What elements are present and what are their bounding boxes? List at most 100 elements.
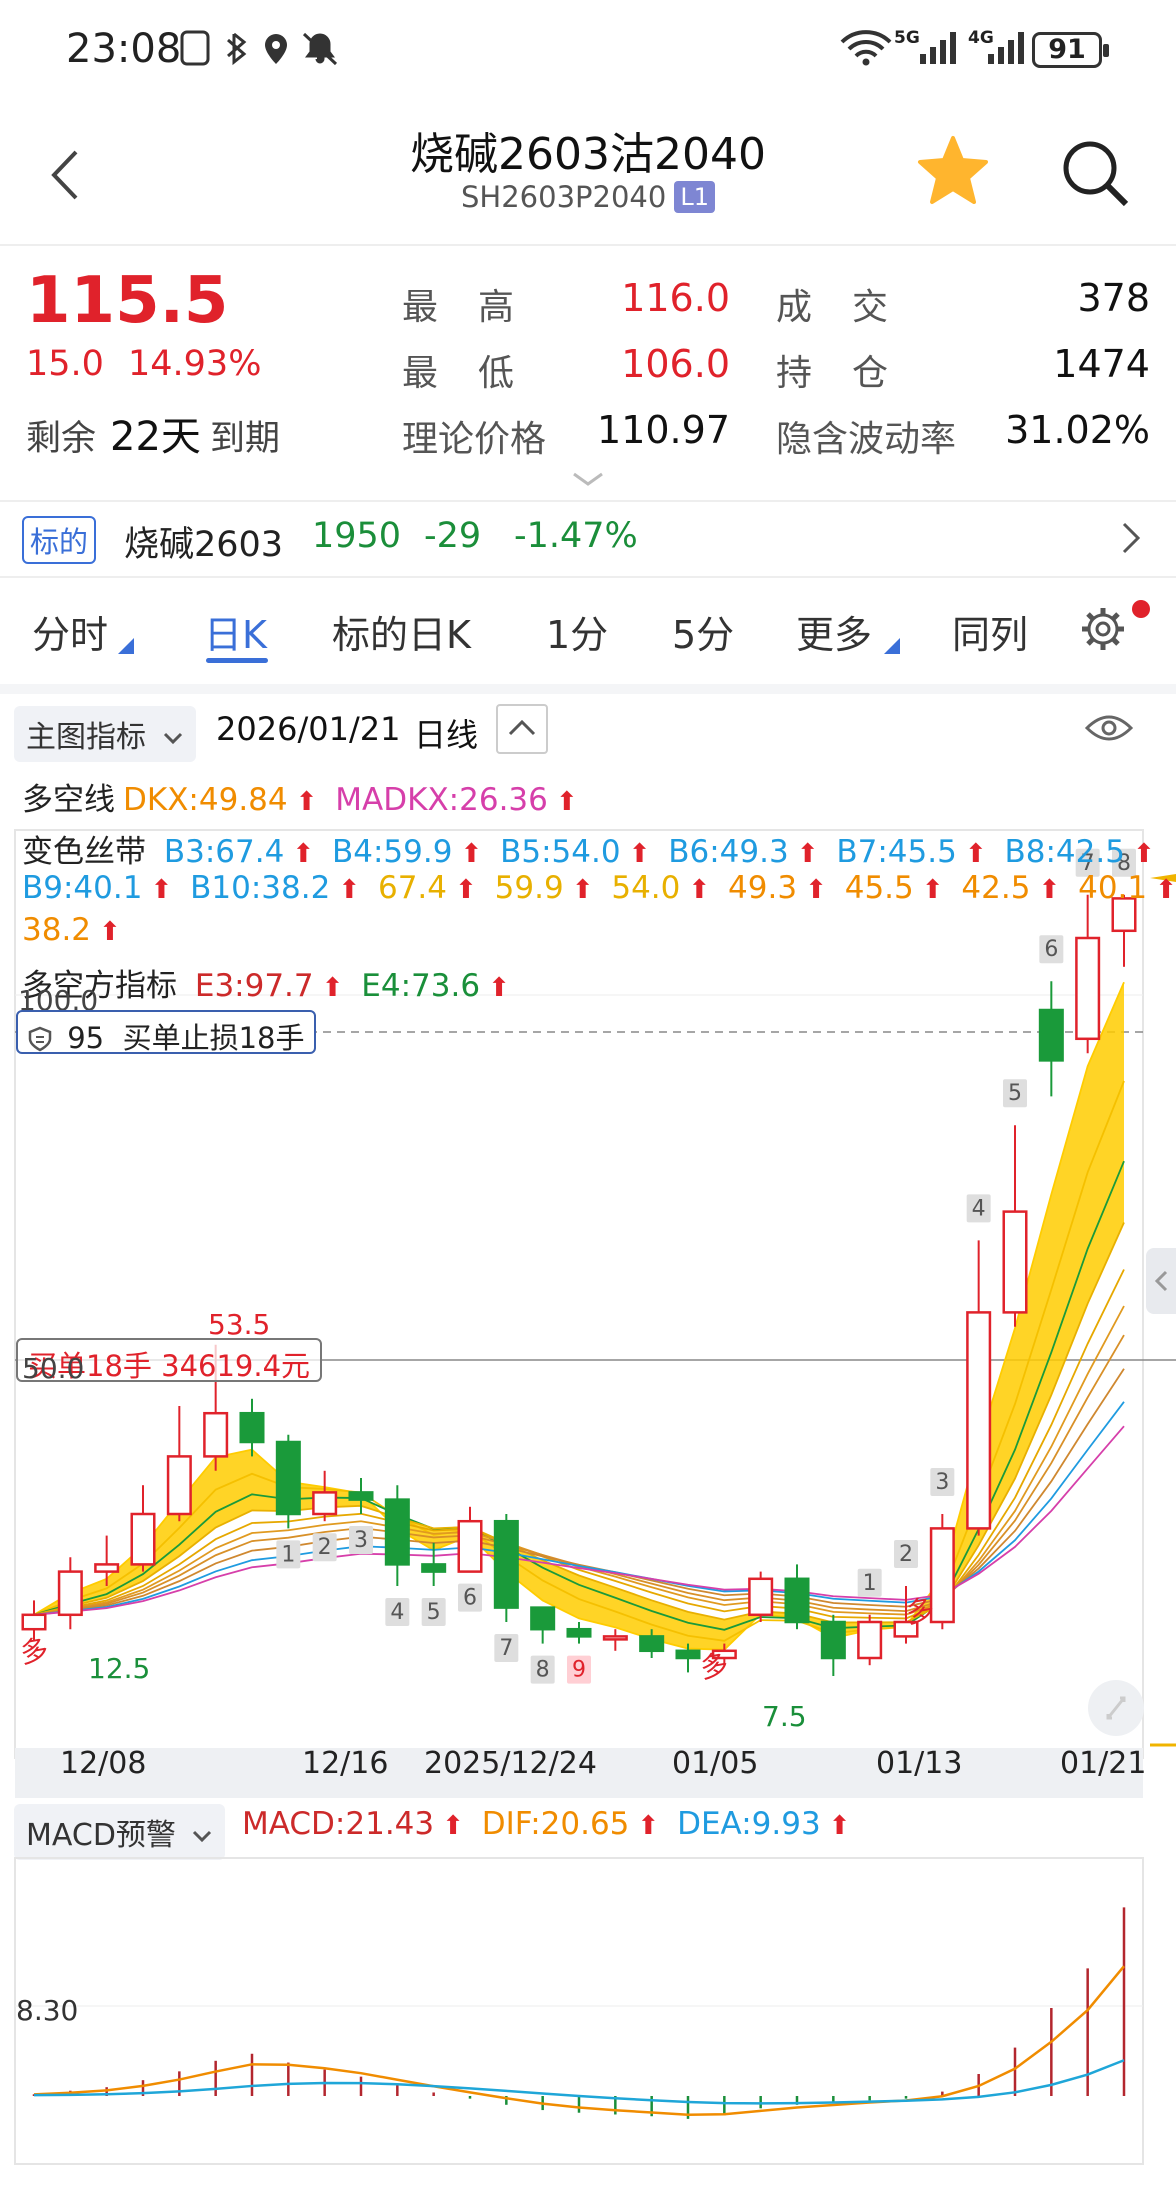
status-bar: 23:08 5G 4G 91 [0,0,1176,100]
collapse-chart-button[interactable] [496,704,548,754]
iv-label: 隐含波动率 [776,419,957,460]
count-badge: 7 [1075,848,1100,877]
low-value: 106.0 [621,342,730,386]
status-icons [180,30,338,66]
theo-price-label: 理论价格 [402,419,547,460]
price-change: 15.0 [26,344,104,384]
volume-value: 378 [1077,276,1150,320]
remaining-label: 剩余 [26,419,97,459]
page-title: 烧碱2603沽2040 [410,129,766,180]
high-marker-label: 53.5 [208,1308,271,1341]
tab-timeshare[interactable]: 分时 [32,613,109,657]
mute-bell-icon [302,32,338,66]
candle [421,1542,447,1586]
count-badge-text: 7 [499,1636,513,1661]
tab-daily-k[interactable]: 日K [204,613,267,657]
up-arrow-icon: ⬆ [150,875,173,905]
count-badge-bg [530,1655,555,1684]
candle [530,1606,556,1644]
tab-same-series[interactable]: 同列 [952,613,1029,657]
candle [711,1643,737,1666]
back-arrow-icon[interactable] [40,140,90,210]
tab-underlying-daily-k[interactable]: 标的日K [332,613,471,657]
up-arrow-icon: ⬆ [964,839,987,869]
count-badge-text: 2 [899,1542,913,1567]
up-arrow-icon: ⬆ [805,875,827,905]
tab-5min[interactable]: 5分 [672,613,735,657]
up-arrow-icon: ⬆ [1132,839,1155,869]
macd-bars-layer [32,1907,1126,2119]
count-badge-bg [458,1583,482,1612]
count-badge-bg [930,1468,955,1496]
side-drawer-handle[interactable] [1146,1248,1176,1314]
ribbon-indicator-line1: 变色丝带 B3:67.4 ⬆ B4:59.9 ⬆ B5:54.0 ⬆ B6:49.3 ⬆… [22,826,1163,871]
count-badge: 9 [567,1655,591,1684]
up-arrow-icon: ⬆ [921,875,944,905]
price-level-50: 50.0 [22,1352,85,1385]
count-badge: 1 [276,1540,301,1569]
candle [893,1586,919,1644]
underlying-change-pct: -1.47% [514,516,638,556]
expand-chevron-icon[interactable] [570,470,606,488]
count-badge-text: 4 [390,1600,404,1625]
tab-more[interactable]: 更多 [796,613,873,657]
chart-date: 2026/01/21 [216,710,401,748]
b8-value: B8:42.5 [1004,834,1125,870]
candle [602,1629,628,1651]
macd-value: MACD:21.43 [242,1806,435,1842]
candle-body [203,1411,229,1458]
stoploss-tag[interactable]: 95 买单止损18手 [16,1010,317,1055]
up-arrow-icon: ⬆ [796,839,819,869]
period-tabs: 分时 日K 标的日K 1分 5分 更多 同列 [0,590,1176,676]
stoploss-text: 买单止损18手 [122,1021,305,1055]
x-axis-label: 01/13 [876,1746,963,1781]
theo-price-value: 110.97 [597,408,730,452]
order-text: 买单18手 34619.4元 [28,1349,311,1383]
b3-value: B3:67.4 [163,834,285,870]
underlying-name: 烧碱2603 [124,525,284,565]
divider [0,576,1176,578]
current-price-pointer [1150,874,1176,882]
battery-icon: 91 [1032,32,1109,68]
favorite-star-icon[interactable] [916,134,990,208]
settings-gear-icon[interactable] [1078,604,1128,654]
count-badge-text: 3 [935,1470,949,1495]
candle [57,1557,83,1630]
eye-icon[interactable] [1084,710,1134,746]
x-axis-bar [15,1748,1143,1798]
candle [493,1514,519,1622]
candle [94,1535,120,1586]
order-tag[interactable]: 买单18手 34619.4元 [16,1338,323,1383]
macd-border [14,1857,1144,2165]
battery-level: 91 [1048,34,1086,65]
count-badge-text: 7 [1081,851,1095,876]
count-badge-bg [1112,848,1136,877]
macd-indicator-dropdown[interactable]: MACD预警 [14,1804,226,1860]
count-badge-bg [857,1568,882,1597]
search-icon[interactable] [1060,138,1130,208]
count-badge-bg [966,1194,991,1223]
macd-chart[interactable] [0,1856,1176,2168]
candle [566,1622,592,1644]
low-marker-label: 7.5 [762,1700,807,1733]
count-badge-text: 3 [354,1528,368,1553]
chevron-left-icon [1154,1270,1168,1292]
fullscreen-button[interactable] [1088,1680,1144,1736]
tab-dropdown-icon [118,638,134,654]
count-badge-text: 2 [318,1535,332,1560]
madkx-value: MADKX:26.36 [335,782,548,818]
candle-body [239,1411,265,1444]
underlying-row[interactable]: 标的 烧碱2603 1950 -29 -1.47% [0,500,1176,576]
count-badge-bg [894,1540,918,1568]
candle-body [21,1613,47,1631]
candle-body [384,1498,410,1566]
up-arrow-icon: ⬆ [637,1811,660,1841]
tab-1min[interactable]: 1分 [546,613,609,657]
main-indicator-dropdown[interactable]: 主图指标 [14,706,196,762]
candle-body [275,1440,301,1516]
tab-more-dropdown-icon [884,638,900,654]
candle [275,1434,301,1529]
count-badge: 6 [458,1583,482,1612]
candle-body [820,1620,846,1660]
